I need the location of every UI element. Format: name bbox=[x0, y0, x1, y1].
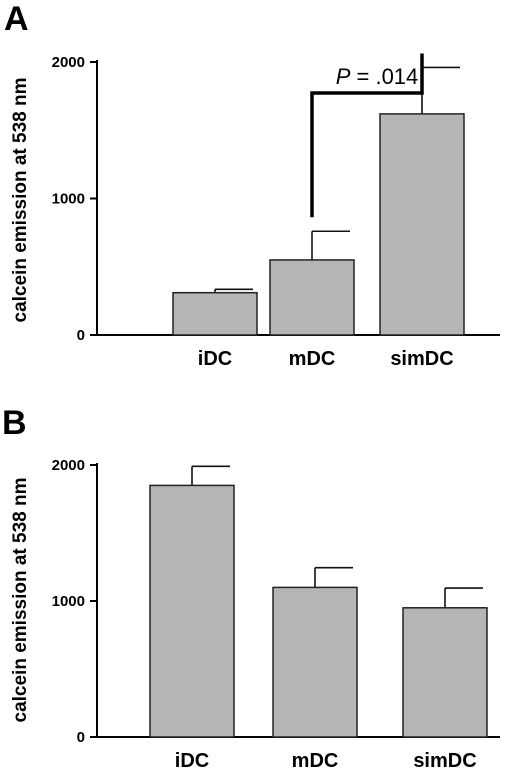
panel-a-letter: A bbox=[4, 0, 29, 38]
panel-b-bar-mDC bbox=[272, 586, 358, 738]
panel-a-category-label-simDC: simDC bbox=[390, 348, 453, 370]
panel-a-significance-bracket bbox=[310, 53, 424, 218]
panel-b-y-tick-label: 2000 bbox=[52, 457, 85, 474]
panel-b-category-label-mDC: mDC bbox=[292, 750, 339, 771]
panel-b-bar-simDC bbox=[402, 607, 488, 738]
panel-b-category-label-iDC: iDC bbox=[175, 750, 209, 771]
panel-a-category-label-mDC: mDC bbox=[289, 348, 336, 370]
panel-a-y-axis-label: calcein emission at 538 nm bbox=[10, 77, 31, 322]
panel-a-y-tick-label: 1000 bbox=[52, 191, 85, 208]
panel-a-bar-simDC bbox=[379, 113, 465, 336]
panel-b-y-axis-label: calcein emission at 538 nm bbox=[10, 477, 31, 722]
panel-b-bar-iDC bbox=[149, 484, 235, 738]
panel-a-bar-mDC bbox=[269, 259, 355, 336]
panel-a-bar-iDC bbox=[172, 291, 258, 336]
panel-a-y-tick-label: 2000 bbox=[52, 54, 85, 71]
panel-a-y-tick-label: 0 bbox=[77, 327, 85, 344]
panel-b-chart: B calcein emission at 538 nm 0 1000 2000 iD… bbox=[2, 404, 500, 771]
panel-b-y-tick-label: 1000 bbox=[52, 593, 85, 610]
panel-a-category-label-iDC: iDC bbox=[198, 348, 232, 370]
panel-a-chart: A calcein emission at 538 nm 0 1000 2000 iD… bbox=[4, 0, 500, 370]
panel-a-p-value-annotation: P = .014 bbox=[336, 64, 419, 89]
panel-b-letter: B bbox=[2, 404, 27, 442]
panel-b-y-tick-label: 0 bbox=[77, 729, 85, 746]
panel-b-category-label-simDC: simDC bbox=[413, 750, 476, 771]
